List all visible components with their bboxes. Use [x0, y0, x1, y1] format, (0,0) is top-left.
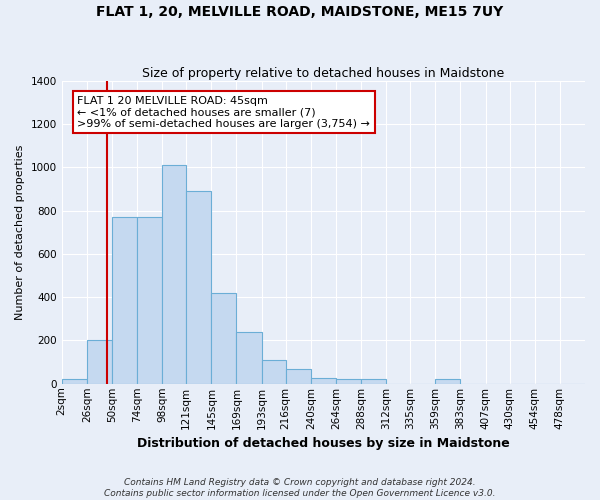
Bar — [336, 380, 361, 384]
Bar — [112, 217, 137, 384]
Text: Contains HM Land Registry data © Crown copyright and database right 2024.
Contai: Contains HM Land Registry data © Crown c… — [104, 478, 496, 498]
Bar — [87, 340, 112, 384]
Bar — [186, 191, 211, 384]
Y-axis label: Number of detached properties: Number of detached properties — [15, 144, 25, 320]
Bar — [311, 378, 336, 384]
Bar — [286, 368, 311, 384]
Bar — [137, 217, 162, 384]
Title: Size of property relative to detached houses in Maidstone: Size of property relative to detached ho… — [142, 66, 505, 80]
Bar — [162, 165, 186, 384]
Bar — [211, 293, 236, 384]
Bar — [361, 380, 386, 384]
Text: FLAT 1, 20, MELVILLE ROAD, MAIDSTONE, ME15 7UY: FLAT 1, 20, MELVILLE ROAD, MAIDSTONE, ME… — [97, 5, 503, 19]
Text: FLAT 1 20 MELVILLE ROAD: 45sqm
← <1% of detached houses are smaller (7)
>99% of : FLAT 1 20 MELVILLE ROAD: 45sqm ← <1% of … — [77, 96, 370, 129]
Bar — [436, 380, 460, 384]
Bar — [62, 380, 87, 384]
Bar — [262, 360, 286, 384]
Bar — [236, 332, 262, 384]
X-axis label: Distribution of detached houses by size in Maidstone: Distribution of detached houses by size … — [137, 437, 510, 450]
